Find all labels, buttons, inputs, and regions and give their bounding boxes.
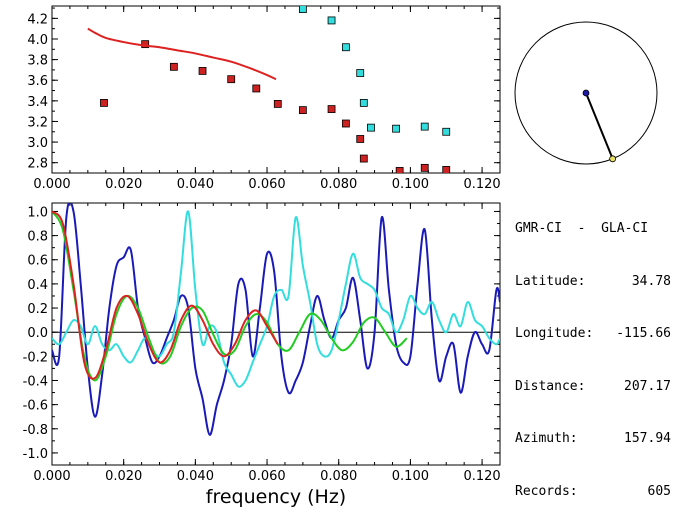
x-tick-label: 0.080 — [320, 469, 357, 484]
x-tick-label: 0.020 — [105, 469, 142, 484]
info-value: 34.78 — [631, 273, 671, 289]
y-tick-label: 3.8 — [27, 54, 48, 69]
red-squares-point — [341, 119, 350, 128]
red-squares-point — [359, 154, 368, 163]
y-tick-label: 0.8 — [27, 230, 48, 245]
red-squares-point — [420, 163, 429, 172]
cyan-squares-point — [327, 16, 336, 25]
blue-trace-line — [52, 203, 500, 436]
red-squares-point — [356, 135, 365, 143]
red-squares-point — [100, 99, 108, 107]
info-label: Records: — [515, 483, 578, 499]
green-model-line — [52, 210, 408, 382]
red-squares-point — [169, 62, 178, 71]
red-model-line — [52, 210, 279, 380]
x-axis-label: frequency (Hz) — [206, 486, 346, 508]
y-tick-label: 0.0 — [27, 326, 48, 341]
info-row-latitude: Latitude: 34.78 — [515, 273, 671, 291]
cyan-squares-point — [356, 69, 365, 77]
x-tick-label: 0.100 — [392, 177, 429, 192]
series-group — [52, 203, 500, 436]
info-value: 605 — [647, 483, 671, 499]
y-tick-label: 0.2 — [27, 302, 48, 317]
red-squares-point — [298, 106, 307, 115]
y-tick-label: 1.0 — [27, 205, 48, 220]
azimuth-line — [585, 92, 614, 160]
y-tick-label: -0.4 — [23, 374, 48, 389]
info-label: Longitude: — [515, 326, 594, 341]
y-tick-label: -1.0 — [23, 447, 48, 462]
cyan-squares-point — [392, 124, 400, 133]
info-row-azimuth: Azimuth: 157.94 — [515, 430, 671, 448]
info-label: Azimuth: — [515, 431, 578, 446]
info-value: 207.17 — [624, 378, 671, 394]
x-tick-label: 0.060 — [248, 469, 285, 484]
y-tick-label: 0.4 — [27, 278, 48, 293]
y-tick-label: 3.2 — [27, 115, 48, 130]
info-label: Distance: — [515, 378, 586, 394]
red-squares-point — [227, 75, 236, 84]
info-row-records: Records: 605 — [515, 483, 671, 501]
cyan-squares-point — [298, 6, 307, 13]
info-value: 157.94 — [624, 431, 671, 446]
cyan-squares-point — [341, 43, 350, 52]
red-squares-point — [327, 105, 336, 113]
info-value: -115.66 — [616, 326, 671, 341]
red-squares-point — [273, 100, 282, 108]
y-tick-label: 3.4 — [27, 95, 48, 110]
station-pair: GMR-CI - GLA-CI — [515, 221, 649, 236]
x-tick-label: 0.000 — [33, 177, 70, 192]
cyan-squares-point — [367, 123, 375, 132]
cyan-squares-point — [420, 122, 429, 131]
y-tick-label: 3.0 — [27, 136, 48, 151]
series-group — [87, 6, 451, 173]
y-tick-label: 2.8 — [27, 157, 48, 172]
red-squares-point — [198, 67, 207, 75]
x-tick-label: 0.060 — [248, 177, 285, 192]
x-tick-label: 0.040 — [177, 177, 214, 192]
x-tick-label: 0.040 — [177, 469, 214, 484]
x-tick-label: 0.080 — [320, 177, 357, 192]
y-tick-label: 0.6 — [27, 254, 48, 269]
station-info-panel: GMR-CI - GLA-CI Latitude: 34.78 Longitude… — [515, 185, 671, 518]
y-tick-label: -0.6 — [23, 399, 48, 414]
red-squares-point — [442, 166, 451, 173]
plot-frame — [51, 202, 501, 466]
red-curve-line — [87, 27, 277, 81]
info-row-distance: Distance: 207.17 — [515, 378, 671, 396]
x-tick-label: 0.020 — [105, 177, 142, 192]
y-tick-label: 4.2 — [27, 12, 48, 27]
receiver-marker — [609, 155, 617, 163]
y-tick-label: -0.2 — [23, 350, 48, 365]
y-tick-label: 3.6 — [27, 74, 48, 89]
cyan-trace-line — [52, 210, 500, 388]
cyan-squares-point — [359, 99, 368, 107]
x-tick-label: 0.100 — [392, 469, 429, 484]
y-tick-label: -0.8 — [23, 423, 48, 438]
y-tick-label: 4.0 — [27, 33, 48, 48]
dispersion-plot: 0.000 0.020 0.040 0.060 0.080 0.100 0.120 2.8 3.… — [27, 5, 501, 192]
x-tick-label: 0.120 — [463, 469, 500, 484]
station-marker — [582, 89, 590, 97]
cyan-squares-point — [442, 127, 451, 136]
x-tick-label: 0.000 — [33, 469, 70, 484]
red-squares-point — [395, 167, 404, 173]
info-label: Latitude: — [515, 273, 586, 289]
info-row-longitude: Longitude: -115.66 — [515, 325, 671, 343]
red-squares-point — [252, 84, 261, 93]
plot-frame — [51, 5, 501, 174]
azimuth-circle — [514, 21, 658, 165]
red-squares-point — [141, 40, 150, 49]
x-tick-label: 0.120 — [463, 177, 500, 192]
azimuth-plot — [514, 21, 658, 165]
correlation-plot: 0.000 0.020 0.040 0.060 0.080 0.100 0.120 1.0 0.… — [23, 202, 501, 484]
